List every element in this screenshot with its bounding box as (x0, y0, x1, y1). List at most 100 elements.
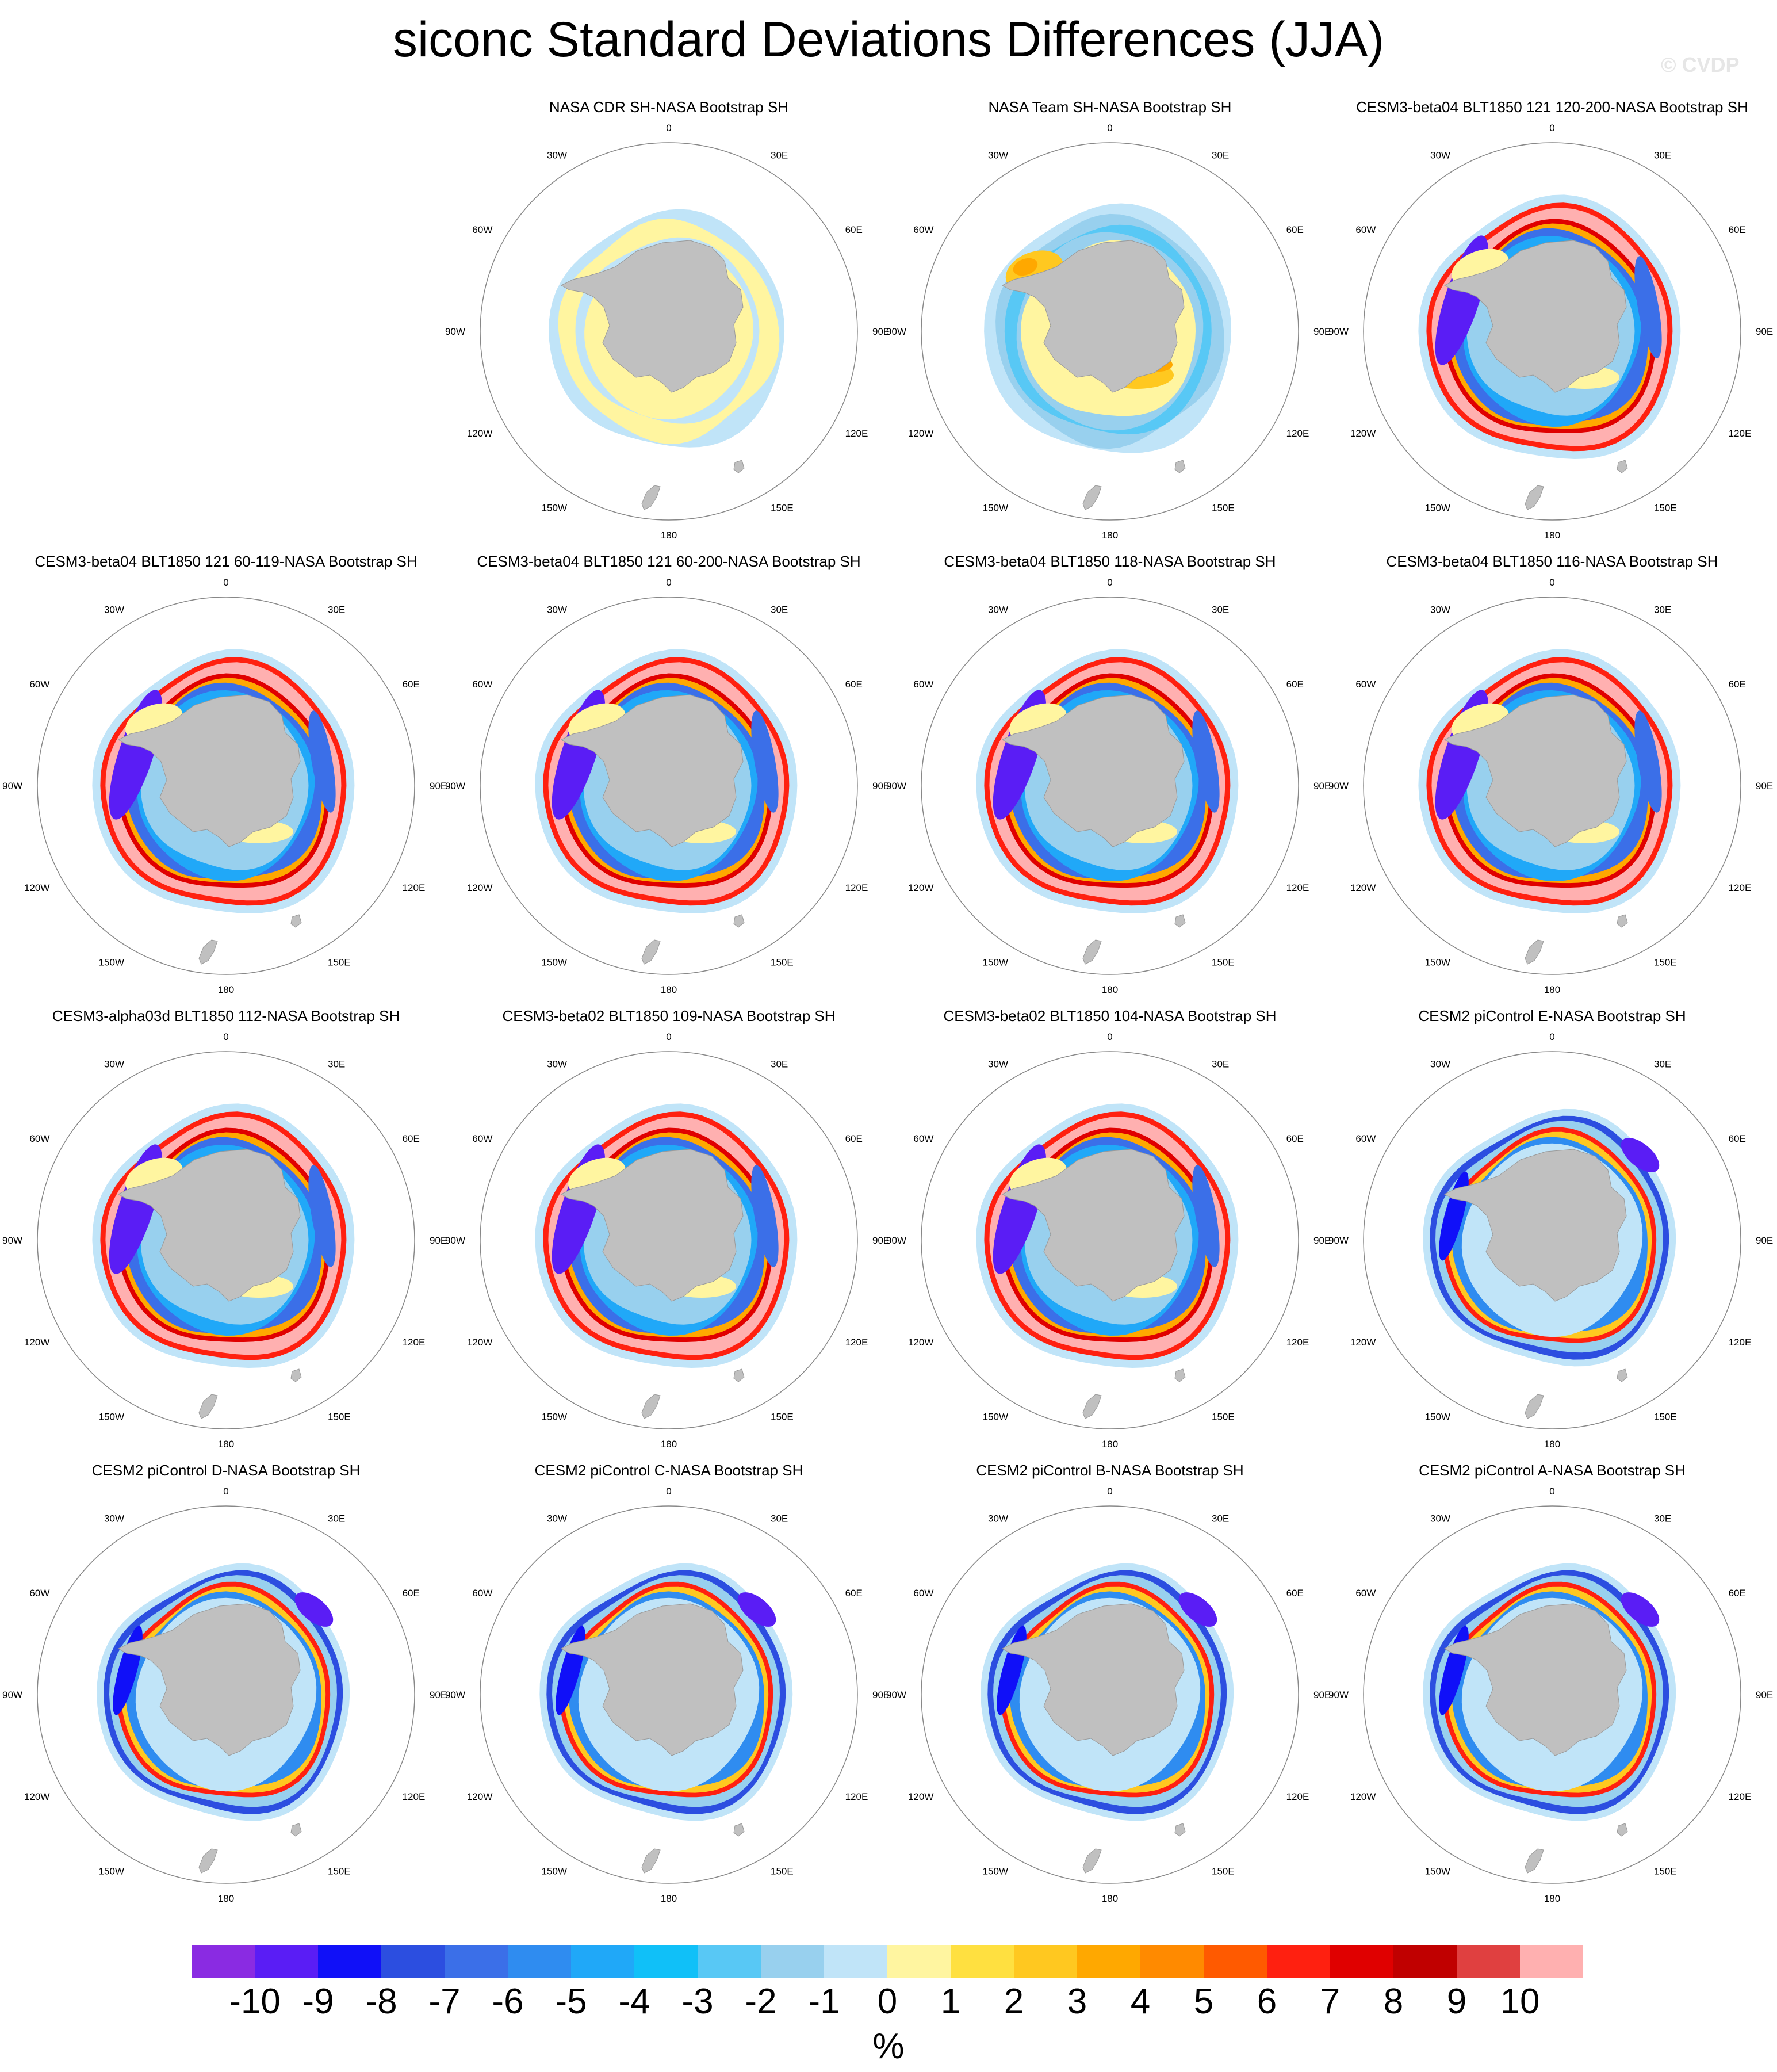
longitude-label: 30E (328, 1058, 345, 1069)
longitude-label: 150E (1212, 1866, 1235, 1877)
new-zealand-landmass (1525, 1848, 1544, 1874)
longitude-label: 90E (1313, 781, 1331, 792)
map-boundary-circle (1363, 1051, 1741, 1429)
tasmania-landmass (1617, 1368, 1628, 1382)
longitude-label: 0 (666, 577, 671, 588)
map-panel: CESM3-beta04 BLT1850 121 60-119-NASA Boo… (0, 551, 452, 1000)
colorbar-tick-label: -10 (229, 1982, 281, 2021)
map-panel: CESM3-beta04 BLT1850 116-NASA Bootstrap … (1326, 551, 1777, 1000)
polar-map: 0 30E 60E 90E 120E 150E 180 150W 120W 90W 60W 30W (886, 123, 1331, 541)
map-panel: CESM3-beta02 BLT1850 109-NASA Bootstrap … (443, 1006, 895, 1454)
panel-title: CESM3-beta04 BLT1850 121 60-119-NASA Boo… (35, 553, 418, 570)
longitude-label: 90W (1328, 326, 1349, 337)
longitude-label: 90E (1313, 1689, 1331, 1700)
polar-map: 0 30E 60E 90E 120E 150E 180 150W 120W 90W 60W 30W (886, 1486, 1331, 1904)
tasmania-landmass (1617, 460, 1628, 473)
new-zealand-landmass (641, 485, 661, 510)
tasmania-landmass (733, 1368, 745, 1382)
colorbar-box (1077, 1945, 1140, 1978)
tasmania-landmass (290, 1368, 302, 1382)
south-america-landmass (1364, 1599, 1377, 1630)
panel-title: CESM2 piControl A-NASA Bootstrap SH (1419, 1462, 1686, 1479)
polar-map: 0 30E 60E 90E 120E 150E 180 150W 120W 90W 60W 30W (2, 1031, 447, 1450)
polar-map: 0 30E 60E 90E 120E 150E 180 150W 120W 90W 60W 30W (1328, 1486, 1773, 1904)
longitude-label: 60W (472, 224, 492, 235)
new-zealand-landmass (198, 939, 218, 965)
colorbar-box (255, 1945, 318, 1978)
longitude-label: 150W (983, 1412, 1008, 1423)
longitude-label: 30W (1430, 604, 1450, 615)
longitude-label: 0 (1107, 1031, 1112, 1042)
panel-title: CESM2 piControl D-NASA Bootstrap SH (91, 1462, 361, 1479)
colorbar-tick-label: 9 (1446, 1982, 1467, 2021)
colorbar-box (1520, 1945, 1583, 1978)
longitude-label: 60E (1286, 224, 1304, 235)
longitude-label: 120W (467, 428, 492, 439)
colorbar-box (318, 1945, 381, 1978)
map-boundary-circle (921, 1505, 1299, 1884)
colorbar-box (445, 1945, 508, 1978)
longitude-label: 60W (29, 1133, 49, 1144)
longitude-label: 60W (913, 224, 933, 235)
panel-title: CESM3-alpha03d BLT1850 112-NASA Bootstra… (52, 1007, 400, 1024)
longitude-label: 60E (1729, 1588, 1746, 1599)
longitude-label: 30W (1430, 150, 1450, 160)
longitude-label: 30E (1654, 1058, 1671, 1069)
antarctica-landmass (1443, 694, 1627, 847)
map-panel: CESM3-beta02 BLT1850 104-NASA Bootstrap … (884, 1006, 1336, 1454)
tasmania-landmass (1174, 914, 1186, 928)
longitude-label: 120E (1286, 1791, 1309, 1802)
colorbar (192, 1945, 1583, 1978)
longitude-label: 180 (1102, 984, 1118, 995)
longitude-label: 60W (472, 679, 492, 690)
longitude-label: 90E (872, 326, 890, 337)
longitude-label: 180 (661, 1439, 677, 1450)
longitude-label: 180 (1102, 1439, 1118, 1450)
longitude-label: 30W (988, 150, 1008, 160)
longitude-label: 90E (430, 781, 447, 792)
panel-title: CESM2 piControl E-NASA Bootstrap SH (1418, 1007, 1686, 1024)
map-panel: CESM2 piControl E-NASA Bootstrap SH 0 30E 6… (1326, 1006, 1777, 1454)
colorbar-tick-label: 2 (1004, 1982, 1024, 2021)
antarctica-landmass (560, 694, 744, 847)
longitude-label: 90E (872, 781, 890, 792)
longitude-label: 90W (2, 1689, 22, 1700)
panel-title: CESM3-beta04 BLT1850 116-NASA Bootstrap … (1386, 553, 1718, 570)
longitude-label: 150E (1212, 957, 1235, 968)
south-america-landmass (37, 1144, 51, 1175)
longitude-label: 150E (328, 957, 351, 968)
antarctica-landmass (560, 1149, 744, 1302)
longitude-label: 120E (403, 882, 426, 893)
longitude-label: 90W (1328, 781, 1349, 792)
south-america-landmass (37, 690, 51, 721)
antarctica-landmass (1443, 1603, 1627, 1756)
new-zealand-landmass (1525, 1394, 1544, 1419)
longitude-label: 90W (1328, 1689, 1349, 1700)
longitude-label: 30W (547, 1058, 567, 1069)
longitude-label: 120W (908, 428, 933, 439)
new-zealand-landmass (641, 939, 661, 965)
polar-map: 0 30E 60E 90E 120E 150E 180 150W 120W 90W 60W 30W (445, 577, 890, 995)
longitude-label: 30E (328, 604, 345, 615)
longitude-label: 120E (845, 428, 868, 439)
longitude-label: 60E (1729, 224, 1746, 235)
longitude-label: 60E (845, 679, 863, 690)
longitude-label: 150E (1212, 503, 1235, 514)
new-zealand-landmass (1525, 939, 1544, 965)
colorbar-tick-label: -2 (745, 1982, 777, 2021)
longitude-label: 30W (988, 1058, 1008, 1069)
longitude-label: 0 (666, 1486, 671, 1497)
antarctica-landmass (117, 1149, 301, 1302)
longitude-label: 60E (845, 224, 863, 235)
longitude-label: 90W (445, 1689, 465, 1700)
panel-title: NASA CDR SH-NASA Bootstrap SH (549, 98, 789, 116)
longitude-label: 30E (771, 1513, 788, 1524)
longitude-label: 120E (845, 1791, 868, 1802)
longitude-label: 120E (845, 1337, 868, 1348)
longitude-label: 120E (403, 1791, 426, 1802)
south-america-landmass (921, 235, 935, 266)
longitude-label: 60W (29, 1588, 49, 1599)
longitude-label: 120W (1350, 1337, 1376, 1348)
colorbar-box (634, 1945, 698, 1978)
antarctica-landmass (117, 694, 301, 847)
